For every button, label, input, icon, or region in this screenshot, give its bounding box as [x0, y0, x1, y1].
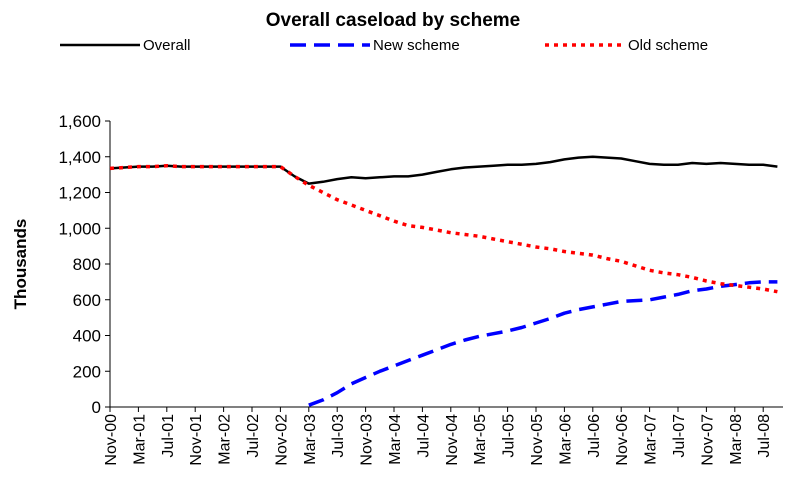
x-tick-label: Nov-06 — [614, 414, 631, 466]
x-tick-label: Mar-03 — [302, 414, 319, 465]
x-tick-label: Nov-01 — [188, 414, 205, 466]
x-tick-label: Nov-07 — [699, 414, 716, 466]
y-tick-label: 800 — [73, 255, 101, 274]
y-tick-label: 0 — [92, 398, 101, 417]
x-tick-label: Jul-04 — [415, 414, 432, 458]
x-tick-label: Mar-02 — [217, 414, 234, 465]
x-tick-label: Jul-01 — [160, 414, 177, 458]
x-tick-label: Jul-05 — [501, 414, 518, 458]
y-tick-label: 1,400 — [58, 148, 101, 167]
series-line — [109, 155, 778, 185]
x-tick-label: Nov-00 — [103, 414, 120, 466]
y-tick-label: 1,600 — [58, 112, 101, 131]
x-tick-label: Nov-02 — [273, 414, 290, 466]
x-tick-label: Nov-04 — [444, 414, 461, 466]
series-line — [109, 163, 778, 294]
legend-label: New scheme — [373, 37, 460, 54]
y-tick-label: 1,200 — [58, 184, 101, 203]
series-line — [308, 280, 778, 407]
y-tick-label: 600 — [73, 291, 101, 310]
x-tick-label: Jul-08 — [756, 414, 773, 458]
x-tick-label: Nov-05 — [529, 414, 546, 466]
x-tick-label: Jul-02 — [245, 414, 262, 458]
chart-title: Overall caseload by scheme — [266, 10, 521, 31]
y-tick-label: 200 — [73, 362, 101, 381]
legend-label: Overall — [143, 37, 191, 54]
legend-label: Old scheme — [628, 37, 708, 54]
x-tick-label: Mar-08 — [728, 414, 745, 465]
x-tick-label: Mar-04 — [387, 414, 404, 465]
x-tick-label: Mar-05 — [472, 414, 489, 465]
x-tick-label: Mar-06 — [557, 414, 574, 465]
x-tick-label: Mar-01 — [131, 414, 148, 465]
x-tick-label: Mar-07 — [643, 414, 660, 465]
y-axis-label: Thousands — [11, 219, 30, 310]
y-tick-label: 400 — [73, 327, 101, 346]
x-tick-label: Jul-07 — [671, 414, 688, 458]
y-tick-label: 1,000 — [58, 219, 101, 238]
x-tick-label: Nov-03 — [359, 414, 376, 466]
x-tick-label: Jul-03 — [330, 414, 347, 458]
x-tick-label: Jul-06 — [586, 414, 603, 458]
